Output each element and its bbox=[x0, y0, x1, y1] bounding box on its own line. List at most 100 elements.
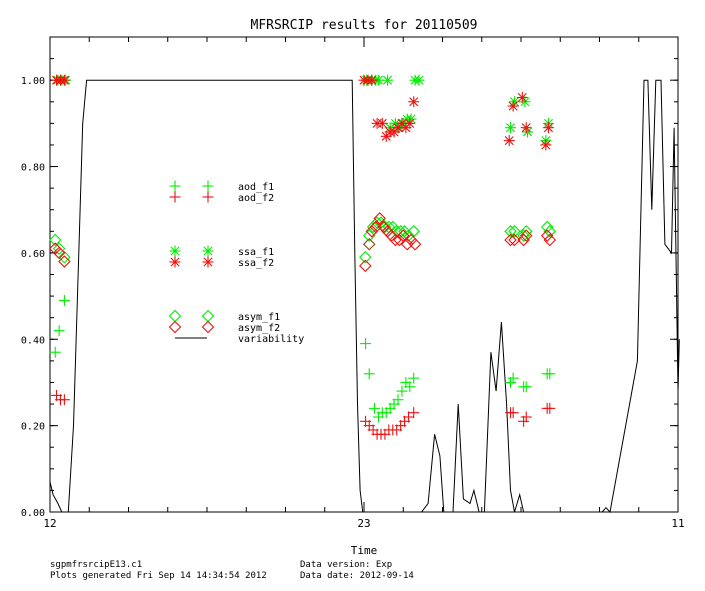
ssa_f2-point bbox=[376, 117, 388, 129]
legend-label: asym_f1 bbox=[238, 312, 280, 323]
diamond-shape bbox=[394, 225, 407, 238]
asym_extra-point bbox=[362, 237, 376, 251]
footer-generated: Plots generated Fri Sep 14 14:34:54 2012 bbox=[50, 571, 267, 581]
aod_f2-point bbox=[58, 394, 70, 406]
ast-d2 bbox=[367, 75, 377, 85]
chart-title: MFRSRCIP results for 20110509 bbox=[251, 18, 478, 33]
asym_f2-point bbox=[373, 212, 386, 225]
ssa_f2-point bbox=[507, 100, 519, 112]
ssa_f2-point bbox=[540, 139, 552, 151]
ast-d2 bbox=[508, 101, 518, 111]
asym_f1-point bbox=[58, 250, 71, 264]
ast-d2 bbox=[543, 123, 553, 133]
y-tick-label: 0.60 bbox=[21, 249, 45, 260]
aod_f1-point bbox=[505, 376, 517, 388]
diamond-shape bbox=[508, 225, 521, 238]
aod_f1-point bbox=[363, 368, 375, 380]
ssa_f2-point bbox=[366, 74, 378, 86]
y-tick-label: 0.80 bbox=[21, 163, 45, 174]
legend-marker-asym_f2 bbox=[201, 320, 215, 334]
diamond-shape bbox=[504, 225, 517, 238]
asym_f2-point bbox=[365, 225, 379, 238]
legend-marker-aod_f2 bbox=[169, 191, 181, 203]
aod_f1-point bbox=[53, 325, 65, 337]
diamond-shape bbox=[543, 225, 557, 238]
ast-d2 bbox=[409, 97, 419, 107]
aod_f2-point bbox=[408, 407, 420, 419]
ssa_f2-point bbox=[520, 122, 532, 134]
asym_f2-point bbox=[540, 229, 554, 242]
ast-d2 bbox=[170, 246, 180, 256]
diamond-shape bbox=[48, 233, 62, 247]
aod_f1-point bbox=[396, 385, 408, 397]
ast-d2 bbox=[414, 75, 424, 85]
asym_f1-point bbox=[504, 225, 517, 238]
variability-layer bbox=[49, 79, 680, 514]
aod_f1-point bbox=[368, 402, 380, 414]
diamond-shape bbox=[517, 229, 530, 242]
aod_f1-point bbox=[520, 381, 532, 393]
diamond-shape bbox=[365, 225, 379, 238]
aod_f2-point bbox=[544, 402, 556, 414]
ssa_f1-point bbox=[413, 74, 425, 86]
asym_f1-point bbox=[370, 216, 384, 229]
aod_f1-point bbox=[392, 394, 404, 406]
footer-data-version: Data version: Exp bbox=[300, 560, 393, 570]
diamond-shape bbox=[52, 246, 66, 260]
asym_f2-point bbox=[359, 259, 372, 273]
ast-d2 bbox=[405, 118, 415, 128]
asym_f2-point bbox=[519, 229, 533, 242]
legend-marker-ssa_f1 bbox=[169, 245, 181, 257]
ast-d2 bbox=[506, 123, 516, 133]
ssa_f2-point bbox=[408, 96, 420, 108]
markers-layer bbox=[48, 74, 557, 440]
aod_f1-point bbox=[404, 381, 416, 393]
x-tick-label: 11 bbox=[671, 517, 684, 530]
asym_f2-point bbox=[52, 246, 66, 260]
ast-d2 bbox=[377, 118, 387, 128]
diamond-shape bbox=[370, 216, 384, 229]
x-tick-label: 23 bbox=[357, 517, 370, 530]
diamond-shape bbox=[540, 220, 554, 234]
ssa_f2-point bbox=[516, 91, 528, 103]
diamond-shape bbox=[362, 229, 376, 242]
asym_f2-point bbox=[517, 233, 530, 247]
x-tick-label: 12 bbox=[43, 517, 56, 530]
aod_f1-point bbox=[544, 368, 556, 380]
ast-d2 bbox=[383, 75, 393, 85]
asym_f1-point bbox=[359, 250, 372, 264]
ast-d2 bbox=[541, 140, 551, 150]
aod_f1-point bbox=[360, 338, 372, 350]
asym_f1-point bbox=[366, 220, 380, 234]
legend-label: aod_f2 bbox=[238, 193, 274, 204]
legend-marker-aod_f1 bbox=[202, 180, 214, 192]
diamond-shape bbox=[402, 229, 415, 242]
aod_f1-point bbox=[507, 372, 519, 384]
asym_f1-point bbox=[402, 229, 415, 242]
asym_f1-point bbox=[52, 242, 66, 255]
aod_f2-point bbox=[507, 407, 519, 419]
diamond-shape bbox=[58, 250, 71, 264]
ssa_f1-point bbox=[505, 122, 517, 134]
diamond-shape bbox=[393, 233, 406, 247]
diamond-shape bbox=[201, 320, 215, 334]
asym_f1-point bbox=[517, 229, 530, 242]
legend-label: asym_f2 bbox=[238, 323, 280, 334]
legend-label: aod_f1 bbox=[238, 182, 274, 193]
aod_f1-point bbox=[49, 346, 61, 358]
footer-data-date: Data date: 2012-09-14 bbox=[300, 571, 414, 581]
asym_f2-point bbox=[543, 233, 557, 247]
variability-line bbox=[49, 79, 680, 514]
diamond-shape bbox=[366, 220, 380, 234]
legend-marker-asym_f2 bbox=[168, 320, 182, 334]
ast-d2 bbox=[373, 75, 383, 85]
asym_f2-point bbox=[504, 233, 517, 247]
asym_f1-point bbox=[394, 225, 407, 238]
footer-filename: sgpmfrsrcipE13.c1 bbox=[50, 560, 143, 570]
ssa_f2-point bbox=[58, 74, 70, 86]
y-tick-label: 1.00 bbox=[21, 76, 45, 87]
ast-d2 bbox=[203, 246, 213, 256]
diamond-shape bbox=[396, 229, 410, 242]
ast-d2 bbox=[170, 257, 180, 267]
diamond-shape bbox=[362, 237, 376, 251]
